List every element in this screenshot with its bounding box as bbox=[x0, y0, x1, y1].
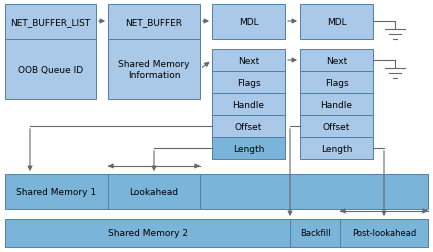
Bar bbox=[200, 174, 428, 209]
Bar bbox=[212, 115, 285, 137]
Text: OOB Queue ID: OOB Queue ID bbox=[18, 65, 83, 74]
Bar bbox=[212, 72, 285, 94]
Text: Shared Memory 1: Shared Memory 1 bbox=[16, 187, 97, 196]
Text: Length: Length bbox=[233, 144, 264, 153]
Bar bbox=[5, 174, 108, 209]
Text: Flags: Flags bbox=[325, 78, 348, 87]
Bar bbox=[5, 5, 96, 40]
Bar bbox=[5, 219, 290, 247]
Text: Handle: Handle bbox=[320, 100, 352, 109]
Text: Offset: Offset bbox=[235, 122, 262, 131]
Text: Lookahead: Lookahead bbox=[129, 187, 178, 196]
Text: Next: Next bbox=[326, 56, 347, 65]
Bar bbox=[340, 219, 428, 247]
Text: Length: Length bbox=[321, 144, 352, 153]
Bar bbox=[212, 137, 285, 159]
Text: MDL: MDL bbox=[326, 18, 346, 27]
Bar bbox=[300, 137, 373, 159]
Bar bbox=[290, 219, 340, 247]
Bar bbox=[300, 94, 373, 115]
Text: Flags: Flags bbox=[237, 78, 260, 87]
Bar bbox=[300, 50, 373, 72]
Text: Offset: Offset bbox=[323, 122, 350, 131]
Text: Next: Next bbox=[238, 56, 259, 65]
Text: Shared Memory 2: Shared Memory 2 bbox=[107, 229, 187, 238]
Text: Post-lookahead: Post-lookahead bbox=[352, 229, 416, 238]
Bar bbox=[300, 115, 373, 137]
Bar bbox=[212, 5, 285, 40]
Text: NET_BUFFER: NET_BUFFER bbox=[126, 18, 182, 27]
Bar bbox=[212, 50, 285, 72]
Text: MDL: MDL bbox=[239, 18, 259, 27]
Text: Shared Memory
Information: Shared Memory Information bbox=[118, 60, 190, 80]
Bar bbox=[300, 72, 373, 94]
Text: NET_BUFFER_LIST: NET_BUFFER_LIST bbox=[10, 18, 90, 27]
Bar bbox=[108, 174, 200, 209]
Text: Handle: Handle bbox=[233, 100, 265, 109]
Bar bbox=[212, 94, 285, 115]
Bar bbox=[5, 40, 96, 100]
Text: Backfill: Backfill bbox=[300, 229, 330, 238]
Bar bbox=[108, 40, 200, 100]
Bar bbox=[300, 5, 373, 40]
Bar bbox=[108, 5, 200, 40]
